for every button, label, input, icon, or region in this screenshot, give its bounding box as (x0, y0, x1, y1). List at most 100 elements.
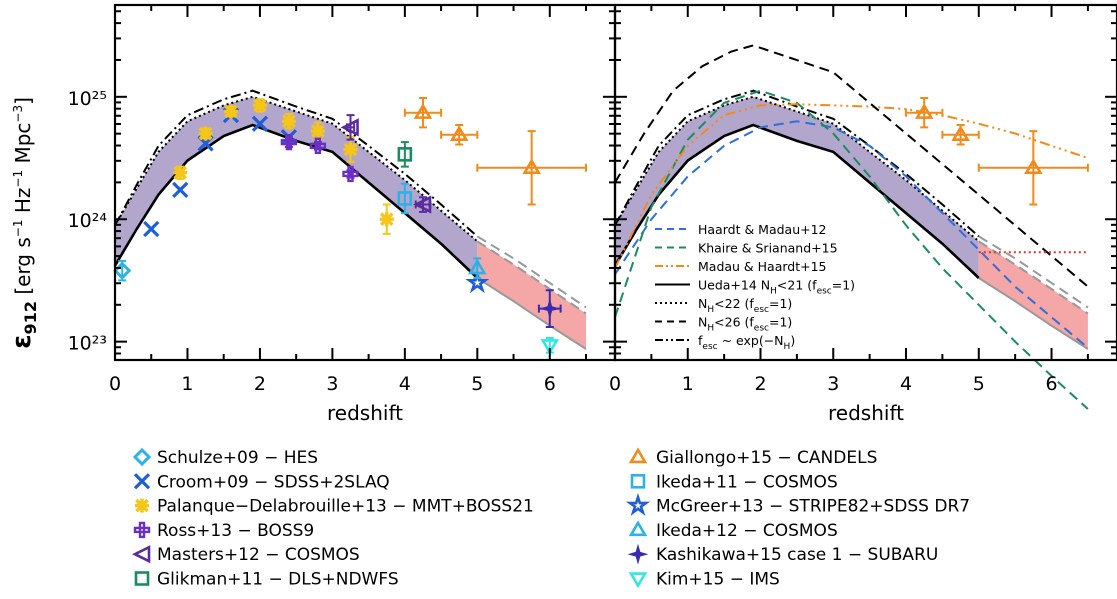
obs-legend-left-3: Ross+13 − BOSS9 (133, 521, 314, 541)
obs-legend-left-4: Masters+12 − COSMOS (132, 545, 360, 565)
left-obs-4-0-marker (340, 118, 359, 137)
obs-legend-right-text-5: Kim+15 − IMS (656, 570, 780, 590)
left-obs-9-0 (468, 257, 487, 279)
right-x-tick-5: 5 (973, 373, 985, 395)
right-x-tick-3: 3 (827, 373, 839, 395)
left-obs-3-1-marker (309, 137, 327, 154)
left-obs-7-0-marker (397, 191, 413, 206)
right-obs-0-0 (905, 97, 944, 129)
left-obs-2-3 (252, 98, 267, 113)
right-x-tick-2: 2 (754, 373, 766, 395)
left-obs-2-4 (281, 112, 296, 130)
obs-legend-right-text-0: Giallongo+15 − CANDELS (656, 448, 877, 468)
left-obs-2-2 (223, 104, 238, 119)
left-obs-2-4-marker (281, 114, 296, 129)
left-x-tick-6: 6 (544, 373, 556, 395)
left-extrap-band (477, 241, 586, 349)
left-obs-6-2-marker (522, 158, 541, 175)
obs-legend-left-text-0: Schulze+09 − HES (157, 448, 318, 468)
right-extrap-band (978, 241, 1088, 349)
left-x-tick-5: 5 (471, 373, 483, 395)
right-x-tick-6: 6 (1045, 373, 1057, 395)
left-obs-1-1 (172, 181, 189, 198)
svg-text:ε912 [erg s−1 Hz−1 Mpc−3]: ε912 [erg s−1 Hz−1 Mpc−3] (7, 97, 40, 349)
left-obs-2-6 (343, 136, 358, 163)
y-tick-0: 10²³ (68, 333, 107, 355)
obs-legend-left-marker-5 (134, 571, 150, 586)
right-obs-0-2-marker (1024, 158, 1043, 175)
y-axis-symbol: ε (7, 334, 37, 348)
left-obs-8-0-marker (465, 270, 490, 294)
left-obs-2-7-marker (379, 212, 394, 227)
left-obs-1-0 (143, 220, 160, 238)
left-x-tick-1: 1 (181, 373, 193, 395)
obs-legend-left-0: Schulze+09 − HES (132, 447, 318, 468)
obs-legend-right-marker-3 (628, 520, 648, 537)
right-obs-0-1 (941, 123, 980, 146)
obs-legend-right-5: Kim+15 − IMS (628, 570, 780, 590)
left-obs-4-1-marker (413, 195, 432, 214)
left-x-tick-0: 0 (109, 373, 121, 395)
model-legend-text-3: Ueda+14 NH<21 (fesc=1) (698, 278, 855, 297)
right-model-0 (613, 123, 980, 279)
model-legend-row-1: Khaire & Srianand+15 (655, 241, 838, 256)
obs-legend-left-marker-2 (135, 498, 149, 513)
left-obs-2-2-marker (223, 104, 238, 119)
obs-legend-right-text-2: McGreer+13 − STRIPE82+SDSS DR7 (656, 497, 970, 517)
model-legend-row-3: Ueda+14 NH<21 (fesc=1) (655, 278, 855, 297)
obs-legend-right-2: McGreer+13 − STRIPE82+SDSS DR7 (625, 492, 970, 517)
x-axis-title-right: redshift (828, 401, 904, 425)
obs-legend-right-marker-1 (630, 473, 646, 489)
model-legend-text-1: Khaire & Srianand+15 (698, 241, 838, 256)
right-extra-0 (614, 120, 1089, 349)
obs-legend-right-3: Ikeda+12 − COSMOS (628, 520, 838, 541)
right-extra-1 (614, 89, 1089, 410)
model-legend: Haardt & Madau+12 Khaire & Srianand+15 Mad… (655, 222, 855, 352)
right-model-ext-2 (978, 235, 1089, 309)
model-legend-text-2: Madau & Haardt+15 (698, 259, 827, 274)
right-x-tick-0: 0 (609, 373, 621, 395)
obs-legend-left-text-3: Ross+13 − BOSS9 (157, 521, 314, 541)
model-legend-text-6: fesc ~ exp(−NH) (698, 333, 795, 352)
left-obs-1-0-marker (143, 220, 160, 238)
right-x-tick-1: 1 (682, 373, 694, 395)
obs-legend-left-1: Croom+09 − SDSS+2SLAQ (133, 472, 390, 492)
left-obs-2-1-marker (198, 126, 213, 141)
obs-legend-right-text-1: Ikeda+11 − COSMOS (656, 472, 838, 492)
model-legend-row-2: Madau & Haardt+15 (655, 259, 827, 274)
left-obs-2-0-marker (173, 165, 188, 180)
left-obs-8-0 (465, 270, 490, 294)
left-obs-3-1 (309, 137, 327, 154)
left-obs-4-0 (340, 114, 359, 141)
left-obs-2-6-marker (343, 142, 358, 157)
right-x-tick-4: 4 (900, 373, 912, 395)
model-legend-row-4: NH<22 (fesc=1) (655, 296, 792, 315)
left-obs-10-0-marker (539, 298, 561, 320)
model-legend-row-6: fesc ~ exp(−NH) (655, 333, 795, 352)
left-obs-2-1 (198, 126, 213, 141)
obs-legend-left-5: Glikman+11 − DLS+NDWFS (134, 570, 399, 590)
obs-legend-left-marker-4 (132, 545, 151, 564)
left-obs-3-0 (280, 133, 298, 151)
obs-legend-right-marker-4 (627, 543, 649, 565)
left-obs-6-2 (476, 130, 588, 206)
model-legend-text-5: NH<26 (fesc=1) (698, 315, 792, 334)
y-axis-title: ε912 [erg s−1 Hz−1 Mpc−3] (7, 97, 40, 349)
left-obs-3-2-marker (342, 165, 359, 183)
model-legend-row-5: NH<26 (fesc=1) (655, 315, 792, 334)
model-legend-text-4: NH<22 (fesc=1) (698, 296, 792, 315)
obs-legend-left-text-4: Masters+12 − COSMOS (157, 545, 360, 565)
left-obs-6-0-marker (413, 103, 433, 119)
left-model-ext-2 (476, 235, 587, 309)
left-obs-6-1-marker (449, 125, 469, 141)
left-x-tick-4: 4 (399, 373, 411, 395)
right-extra-3 (614, 44, 1089, 288)
left-model-0 (113, 123, 479, 279)
left-obs-7-0 (397, 182, 413, 215)
left-obs-4-1 (413, 195, 432, 214)
right-model-1 (614, 95, 980, 243)
left-model-2 (114, 89, 478, 238)
left-obs-1-1-marker (172, 181, 189, 198)
obs-legend-right-1: Ikeda+11 − COSMOS (630, 472, 838, 492)
obs-legend-right-text-3: Ikeda+12 − COSMOS (656, 521, 838, 541)
